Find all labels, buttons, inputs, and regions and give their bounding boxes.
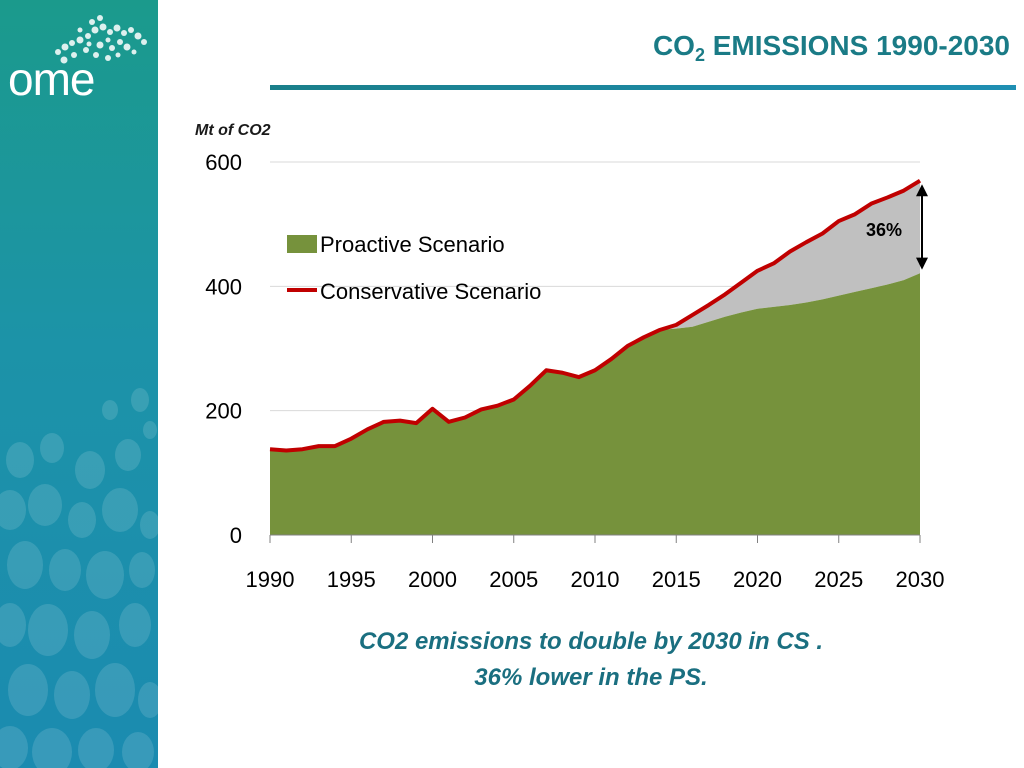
x-tick-label: 2020 xyxy=(733,567,782,592)
y-tick-label: 400 xyxy=(205,274,242,299)
legend-label-proactive: Proactive Scenario xyxy=(320,232,505,257)
gap-annotation: 36% xyxy=(866,220,902,240)
title-rest: EMISSIONS 1990-2030 xyxy=(704,30,1010,61)
title-co: CO xyxy=(652,30,695,61)
legend-swatch-proactive xyxy=(287,235,317,253)
x-tick-label: 2010 xyxy=(571,567,620,592)
legend: Proactive Scenario Conservative Scenario xyxy=(287,232,541,304)
mediterranean-dots-logo xyxy=(55,15,147,64)
axes: 0 200 400 600 1990 1995 2000 2005 2010 2015 2020 20… xyxy=(205,150,944,592)
y-tick-label: 600 xyxy=(205,150,242,175)
x-tick-label: 2005 xyxy=(489,567,538,592)
caption-line-2: 36% lower in the PS. xyxy=(474,664,708,691)
caption-line-1: CO2 emissions to double by 2030 in CS . xyxy=(358,628,824,655)
x-tick-label: 2025 xyxy=(814,567,863,592)
y-axis-label: Mt of CO2 xyxy=(195,122,271,139)
logo-text: ome xyxy=(8,53,95,105)
decorative-dots xyxy=(0,15,158,768)
legend-label-conservative: Conservative Scenario xyxy=(320,279,541,304)
y-tick-label: 0 xyxy=(230,523,242,548)
x-tick-label: 1990 xyxy=(246,567,295,592)
side-band: ome xyxy=(0,0,158,768)
page-title: CO2 EMISSIONS 1990-2030 xyxy=(653,30,1010,66)
x-tick-label: 2000 xyxy=(408,567,457,592)
plot-area xyxy=(269,178,922,535)
x-tick-label: 2030 xyxy=(896,567,945,592)
caption: CO2 emissions to double by 2030 in CS . … xyxy=(158,624,1024,696)
x-tick-label: 1995 xyxy=(327,567,376,592)
title-subscript: 2 xyxy=(694,45,705,65)
series-conservative-line xyxy=(269,178,922,453)
y-tick-label: 200 xyxy=(205,399,242,424)
series-proactive-area xyxy=(270,273,920,535)
x-tick-label: 2015 xyxy=(652,567,701,592)
title-rule xyxy=(270,85,1016,90)
